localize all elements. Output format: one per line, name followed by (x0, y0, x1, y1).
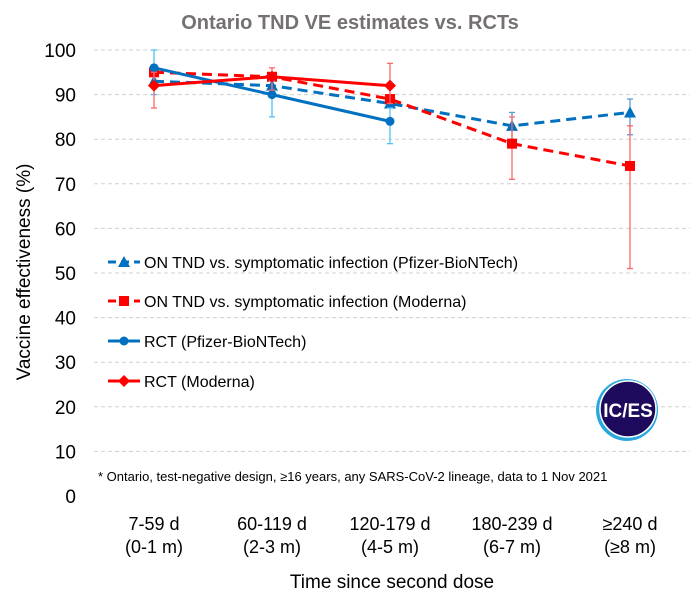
error-bar (627, 125, 633, 270)
diamond-marker (384, 79, 396, 92)
square-marker (625, 160, 635, 171)
y-tick-label: 20 (55, 398, 76, 419)
series-1 (149, 67, 635, 270)
y-tick-label: 30 (55, 353, 76, 374)
series-2 (149, 49, 395, 145)
x-axis-label: Time since second dose (290, 572, 494, 593)
gridlines (94, 49, 690, 452)
legend-item: ON TND vs. symptomatic infection (Modern… (108, 294, 466, 311)
legend-label: ON TND vs. symptomatic infection (Modern… (144, 294, 466, 311)
y-tick-label: 0 (65, 487, 76, 508)
circle-marker (385, 116, 395, 126)
y-tick-label: 80 (55, 130, 76, 151)
y-axis-label: Vaccine effectiveness (%) (14, 164, 35, 381)
series-group (148, 49, 636, 270)
square-marker (119, 296, 129, 306)
series-line (153, 79, 631, 128)
y-tick-label: 70 (55, 175, 76, 196)
chart-title: Ontario TND VE estimates vs. RCTs (181, 12, 519, 34)
y-tick-label: 50 (55, 264, 76, 285)
series-3 (148, 62, 396, 109)
ices-logo: IC/ES (596, 379, 658, 441)
circle-marker (267, 90, 277, 100)
circle-marker (149, 63, 159, 73)
y-tick-label: 100 (44, 41, 76, 62)
legend-label: RCT (Moderna) (144, 374, 255, 391)
legend: ON TND vs. symptomatic infection (Pfizer… (108, 255, 518, 391)
circle-marker (119, 336, 129, 346)
y-tick-label: 60 (55, 219, 76, 240)
diamond-marker (266, 70, 278, 83)
square-marker (507, 138, 517, 149)
x-tick-label: (≥8 m) (604, 537, 656, 557)
x-tick-label: 60-119 d (237, 514, 307, 534)
legend-item: RCT (Pfizer-BioNTech) (108, 334, 306, 351)
x-tick-label: 7-59 d (128, 514, 179, 534)
legend-label: ON TND vs. symptomatic infection (Pfizer… (144, 255, 518, 272)
x-tick-label: (2-3 m) (243, 537, 301, 557)
x-tick-labels: 7-59 d (0-1 m) 60-119 d (2-3 m) 120-179 d (4-… (125, 514, 657, 557)
series-line (153, 70, 631, 168)
y-tick-label: 90 (55, 86, 76, 107)
x-tick-label: (0-1 m) (125, 537, 183, 557)
x-tick-label: ≥240 d (603, 514, 658, 534)
legend-item: RCT (Moderna) (108, 374, 255, 391)
legend-item: ON TND vs. symptomatic infection (Pfizer… (108, 255, 518, 272)
triangle-marker (118, 256, 130, 267)
y-tick-label: 40 (55, 309, 76, 330)
x-tick-label: (6-7 m) (483, 537, 541, 557)
y-tick-labels: 0 10 20 30 40 50 60 70 80 90 100 (44, 41, 76, 508)
x-tick-label: (4-5 m) (361, 537, 419, 557)
diamond-marker (118, 375, 130, 387)
triangle-marker (624, 106, 636, 118)
x-tick-label: 180-239 d (471, 514, 552, 534)
footnote: * Ontario, test-negative design, ≥16 yea… (98, 469, 607, 484)
y-tick-label: 10 (55, 442, 76, 463)
logo-text: IC/ES (603, 401, 653, 422)
diamond-marker (148, 79, 160, 92)
legend-label: RCT (Pfizer-BioNTech) (144, 334, 306, 351)
x-tick-label: 120-179 d (349, 514, 430, 534)
